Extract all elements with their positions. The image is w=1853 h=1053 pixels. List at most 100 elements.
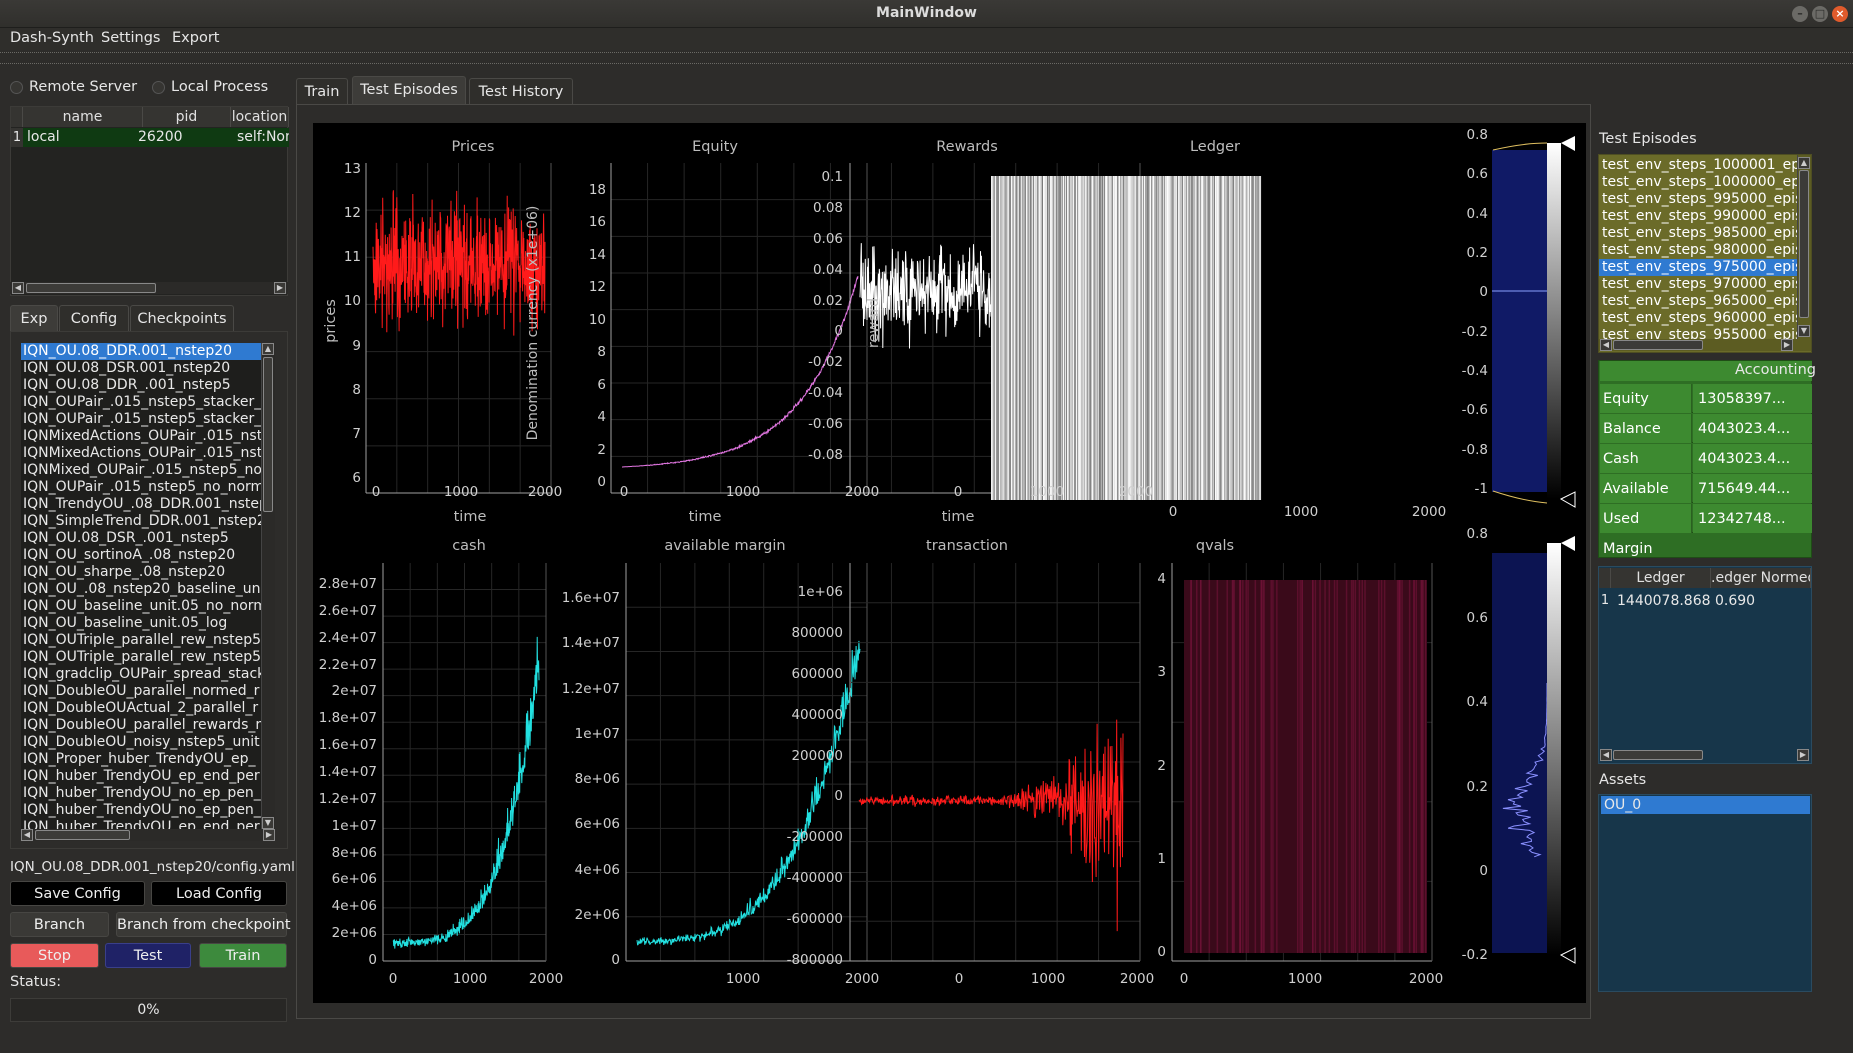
tab-config[interactable]: Config <box>59 305 129 332</box>
list-item[interactable]: IQN_OU.08_DSR.001_nstep20 <box>23 360 231 376</box>
menu-settings[interactable]: Settings <box>101 30 161 46</box>
margin-ytick: 6e+06 <box>574 816 620 833</box>
plot-canvas[interactable]: Prices Equity Rewards Ledger cash availa… <box>313 123 1586 1003</box>
list-item[interactable]: IQN_OU_sortinoA_.08_nstep20 <box>23 547 236 563</box>
test-episodes-list[interactable]: test_env_steps_1000001_ep test_env_steps_… <box>1598 154 1812 353</box>
menu-dash-synth[interactable]: Dash-Synth <box>10 30 94 46</box>
exp-hscroll[interactable]: ◀ ▶ <box>21 829 275 841</box>
list-item[interactable]: IQN_OU.08_DDR_.001_nstep5 <box>23 377 231 393</box>
ledger-bar <box>1181 176 1182 500</box>
scroll-left-icon[interactable]: ◀ <box>1600 749 1612 761</box>
list-item[interactable]: IQN_DoubleOUActual_2_parallel_r <box>23 700 259 716</box>
scroll-down-icon[interactable]: ▼ <box>262 817 274 829</box>
list-item[interactable]: IQN_huber_TrendyOU_ep_end_per <box>23 768 260 784</box>
list-item[interactable]: test_env_steps_985000_epis <box>1602 225 1797 241</box>
local-process-radio[interactable] <box>152 81 165 94</box>
scroll-right-icon[interactable]: ▶ <box>1781 339 1793 351</box>
close-icon[interactable]: × <box>1832 6 1848 22</box>
list-item[interactable]: IQN_huber_TrendyOU_ep_end_per <box>23 819 260 831</box>
table-row[interactable]: local 26200 self:None <box>23 128 289 147</box>
list-item[interactable]: IQN_OU.08_DDR.001_nstep20 <box>21 343 261 360</box>
col-ledger[interactable]: Ledger <box>1611 568 1711 588</box>
maximize-icon[interactable]: □ <box>1812 6 1828 22</box>
list-item[interactable]: IQN_DoubleOU_parallel_rewards_r <box>23 717 261 733</box>
tab-test-history[interactable]: Test History <box>469 78 573 105</box>
list-item[interactable]: test_env_steps_975000_epis <box>1599 259 1797 276</box>
menu-export[interactable]: Export <box>172 30 220 46</box>
list-item[interactable]: IQNMixed_OUPair_.015_nstep5_no <box>23 462 261 478</box>
save-config-button[interactable]: Save Config <box>10 881 145 906</box>
accounting-row[interactable]: Used Margin 12342748... <box>1600 504 1812 557</box>
minimize-icon[interactable]: – <box>1792 6 1808 22</box>
remote-server-radio[interactable] <box>10 81 23 94</box>
list-item[interactable]: test_env_steps_980000_epis <box>1602 242 1797 258</box>
list-item[interactable]: IQN_DoubleOU_noisy_nstep5_unit <box>23 734 260 750</box>
ledger-hscroll[interactable]: ◀ ▶ <box>1599 749 1811 761</box>
accounting-row[interactable]: Equity 13058397... <box>1600 384 1812 413</box>
col-pid[interactable]: pid <box>143 107 231 127</box>
list-item[interactable]: IQN_OU_baseline_unit.05_log <box>23 615 228 631</box>
branch-button[interactable]: Branch <box>10 912 109 937</box>
test-button[interactable]: Test <box>105 943 191 968</box>
toolbar-handle[interactable] <box>0 52 1853 64</box>
list-item[interactable]: test_env_steps_970000_epis <box>1602 276 1797 292</box>
stop-button[interactable]: Stop <box>10 943 99 968</box>
scroll-left-icon[interactable]: ◀ <box>1600 339 1612 351</box>
episodes-vscroll[interactable]: ▲ ▼ <box>1797 155 1811 339</box>
assets-list[interactable]: OU_0 <box>1598 794 1812 992</box>
scroll-right-icon[interactable]: ▶ <box>1797 749 1809 761</box>
list-item[interactable]: test_env_steps_1000001_ep <box>1602 157 1797 173</box>
list-item[interactable]: IQN_huber_TrendyOU_no_ep_pen_ <box>23 802 261 818</box>
list-item[interactable]: OU_0 <box>1601 796 1810 814</box>
ledger-bar <box>1100 176 1101 500</box>
list-item[interactable]: IQN_OU_baseline_unit.05_no_norm <box>23 598 261 614</box>
tab-exp[interactable]: Exp <box>10 305 58 332</box>
list-item[interactable]: IQNMixedActions_OUPair_.015_nst <box>23 428 261 444</box>
list-item[interactable]: IQN_huber_TrendyOU_no_ep_pen_ <box>23 785 261 801</box>
list-item[interactable]: test_env_steps_960000_epis <box>1602 310 1797 326</box>
list-item[interactable]: IQN_OUTriple_parallel_rew_nstep5 <box>23 649 261 665</box>
episodes-hscroll[interactable]: ◀ ▶ <box>1599 339 1811 351</box>
scroll-left-icon[interactable]: ◀ <box>21 829 33 841</box>
col-location[interactable]: location <box>231 107 289 127</box>
tab-checkpoints[interactable]: Checkpoints <box>130 305 234 332</box>
list-item[interactable]: test_env_steps_1000000_ep <box>1602 174 1797 190</box>
prices-ytick: 9 <box>352 337 361 354</box>
list-item[interactable]: IQN_OUPair_.015_nstep5_stacker_ <box>23 394 261 410</box>
scroll-right-icon[interactable]: ▶ <box>263 829 275 841</box>
experiment-list[interactable]: IQN_OU.08_DDR.001_nstep20 IQN_OU.08_DSR.0… <box>21 343 261 831</box>
list-item[interactable]: IQN_DoubleOU_parallel_normed_r <box>23 683 260 699</box>
exp-vscroll[interactable]: ▲ ▼ <box>261 343 275 831</box>
list-item[interactable]: IQN_gradclip_OUPair_spread_stack <box>23 666 261 682</box>
col-ledger-normed[interactable]: .edger Normed <box>1711 568 1811 588</box>
list-item[interactable]: IQN_OUPair_.015_nstep5_no_norm <box>23 479 261 495</box>
list-item[interactable]: IQN_TrendyOU_.08_DDR.001_nstep <box>23 496 261 512</box>
process-hscroll[interactable]: ◀ ▶ <box>10 282 288 294</box>
tab-train[interactable]: Train <box>296 78 348 105</box>
col-name[interactable]: name <box>23 107 143 127</box>
scroll-down-icon[interactable]: ▼ <box>1798 325 1810 337</box>
branch-from-checkpoint-button[interactable]: Branch from checkpoint <box>116 912 291 937</box>
list-item[interactable]: test_env_steps_965000_epis <box>1602 293 1797 309</box>
list-item[interactable]: IQN_OU.08_DSR_.001_nstep5 <box>23 530 229 546</box>
scroll-up-icon[interactable]: ▲ <box>1798 157 1810 169</box>
load-config-button[interactable]: Load Config <box>151 881 287 906</box>
list-item[interactable]: IQN_OU_.08_nstep20_baseline_uni <box>23 581 261 597</box>
list-item[interactable]: IQNMixedActions_OUPair_.015_nst <box>23 445 261 461</box>
list-item[interactable]: IQN_OUPair_.015_nstep5_stacker_ <box>23 411 261 427</box>
list-item[interactable]: IQN_Proper_huber_TrendyOU_ep_ <box>23 751 256 767</box>
accounting-row[interactable]: Cash 4043023.4... <box>1600 444 1812 473</box>
list-item[interactable]: test_env_steps_990000_epis <box>1602 208 1797 224</box>
scroll-left-icon[interactable]: ◀ <box>12 282 24 294</box>
list-item[interactable]: IQN_OUTriple_parallel_rew_nstep5 <box>23 632 261 648</box>
list-item[interactable]: IQN_SimpleTrend_DDR.001_nstep2 <box>23 513 261 529</box>
scroll-right-icon[interactable]: ▶ <box>274 282 286 294</box>
equity-ytick: 0 <box>597 474 606 490</box>
list-item[interactable]: test_env_steps_995000_epis <box>1602 191 1797 207</box>
list-item[interactable]: IQN_OU_sharpe_.08_nstep20 <box>23 564 226 580</box>
scroll-up-icon[interactable]: ▲ <box>262 343 274 355</box>
tab-test-episodes[interactable]: Test Episodes <box>352 76 466 105</box>
train-button[interactable]: Train <box>199 943 287 968</box>
accounting-row[interactable]: Balance 4043023.4... <box>1600 414 1812 443</box>
accounting-row[interactable]: Available Margin715649.44... <box>1600 474 1812 527</box>
